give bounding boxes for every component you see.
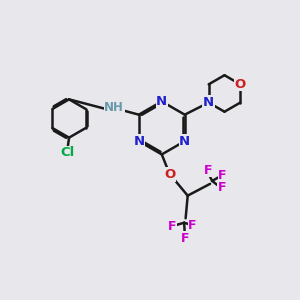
Text: O: O [164,168,175,181]
Text: NH: NH [104,101,124,114]
Text: F: F [204,164,213,177]
Text: Cl: Cl [60,146,75,159]
Text: F: F [181,232,189,244]
Text: N: N [156,95,167,108]
Text: F: F [218,182,226,194]
Text: F: F [168,220,177,233]
Text: O: O [235,78,246,91]
Text: F: F [188,219,197,232]
Text: N: N [179,135,190,148]
Text: F: F [218,169,227,182]
Text: N: N [133,135,144,148]
Text: N: N [203,96,214,109]
